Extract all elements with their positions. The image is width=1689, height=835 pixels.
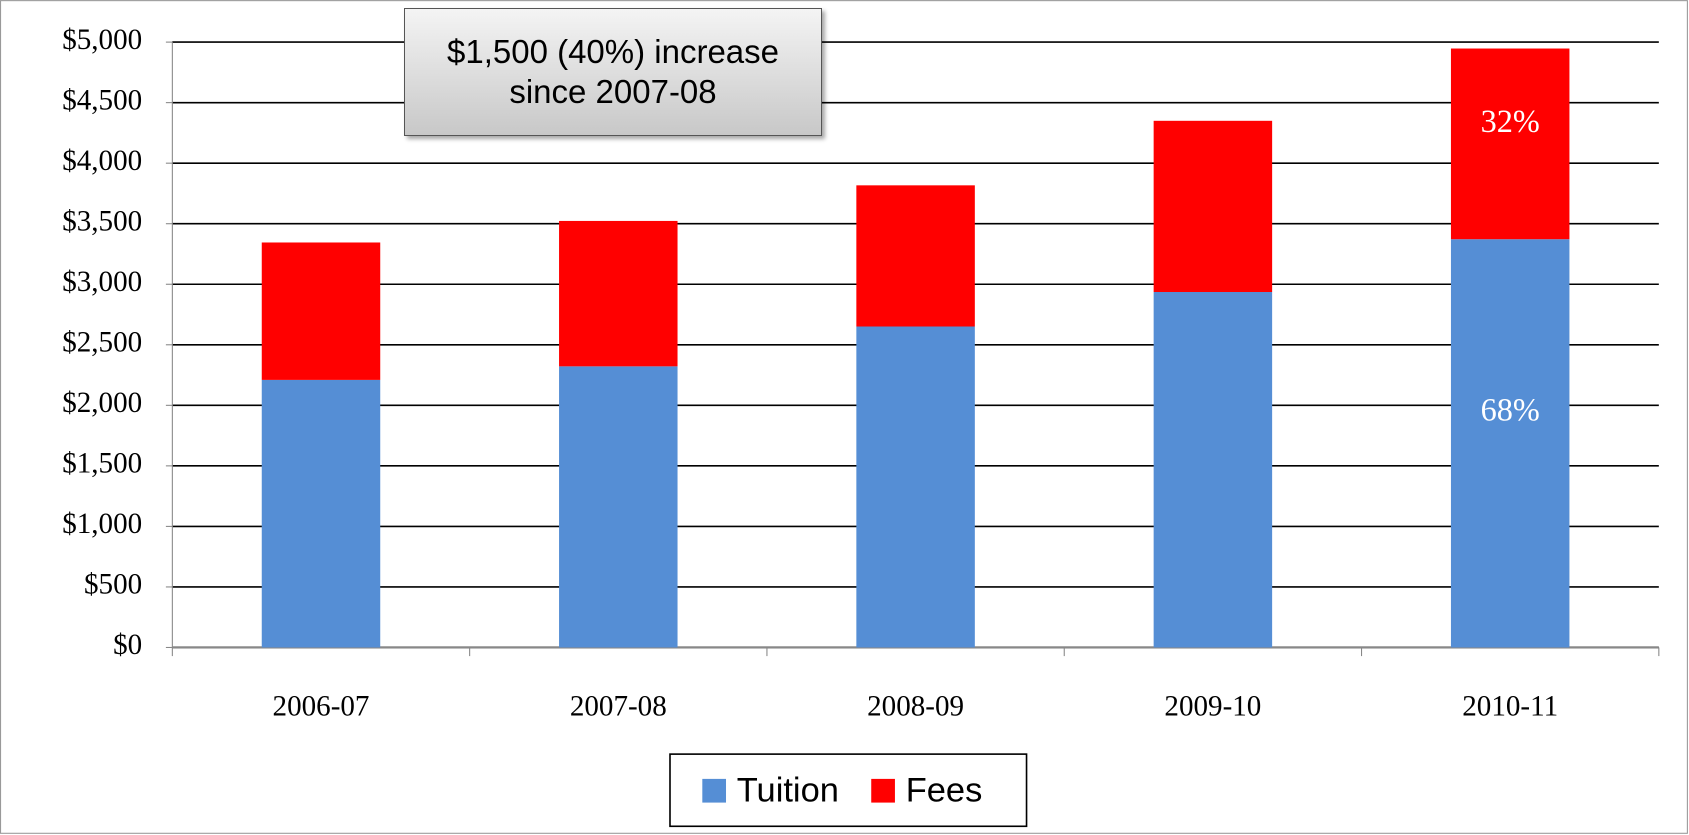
y-tick-label: $2,500 [62,326,142,358]
y-tick-label: $3,000 [62,266,142,298]
x-tick-label: 2008-09 [867,691,964,723]
legend-label: Fees [906,771,983,809]
legend-swatch [871,778,895,803]
y-tick-label: $500 [84,569,142,601]
legend-label: Tuition [737,771,839,809]
legend-swatch [702,778,727,803]
y-tick-label: $4,500 [62,84,142,116]
bar-segment [1450,239,1570,648]
legend-box [669,753,1028,828]
x-tick-label: 2007-08 [570,691,667,723]
y-tick-label: $1,000 [62,508,142,540]
bar-segment [559,366,678,648]
bar-segment [856,326,975,648]
bar-segment [1153,120,1273,293]
y-tick-label: $2,000 [62,387,142,419]
y-tick-label: $3,500 [62,205,142,237]
y-tick-label: $5,000 [62,24,142,56]
bar-segment [1153,292,1273,648]
bar-segment [856,185,975,327]
x-tick-label: 2010-11 [1462,691,1558,723]
bar-segment [261,379,381,648]
bar-segment [261,242,381,380]
x-tick-label: 2009-10 [1164,691,1261,723]
y-tick-label: $1,500 [62,448,142,480]
share-label: 32% [1481,103,1540,139]
share-label: 68% [1481,392,1540,428]
y-tick-label: $4,000 [62,145,142,177]
bar-segment [559,220,678,367]
bar-segment [1450,48,1570,240]
annotation: $1,500 (40%) increase since 2007-08 [404,8,822,136]
x-tick-label: 2006-07 [273,691,370,723]
y-tick-label: $0 [113,629,142,661]
